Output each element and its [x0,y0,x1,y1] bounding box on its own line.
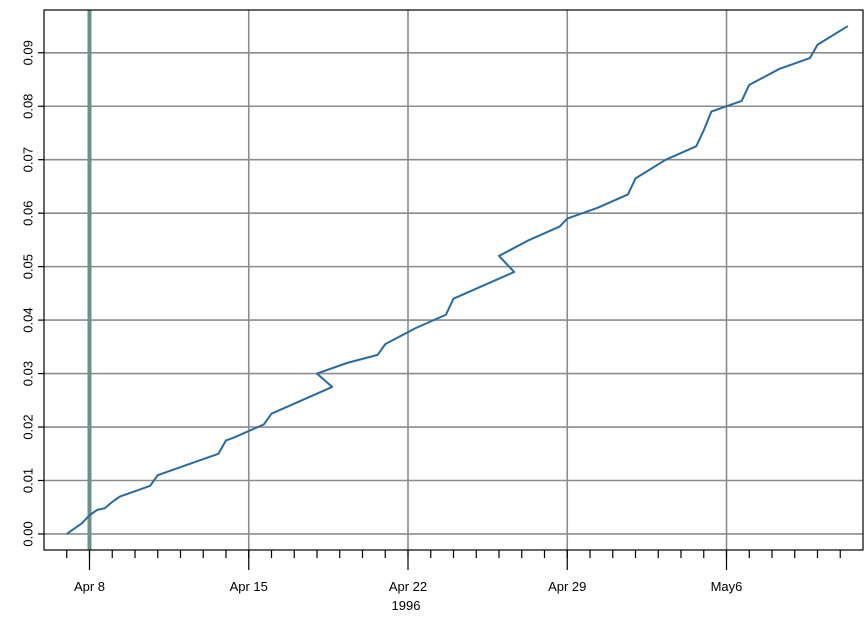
grid-layer [44,10,863,550]
y-tick-label-1: 0.01 [20,468,35,493]
y-tick-label-9: 0.09 [20,40,35,65]
y-tick-label-5: 0.05 [20,254,35,279]
y-tick-label-6: 0.06 [20,201,35,226]
x-tick-label-2: Apr 22 [389,579,427,594]
y-tick-label-3: 0.03 [20,361,35,386]
y-tick-label-0: 0.00 [20,521,35,546]
y-tick-label-8: 0.08 [20,94,35,119]
x-tick-label-4: May6 [711,579,743,594]
axis-layer: 0.00 0.01 0.02 0.03 0.04 0.05 0.06 0.07 0.08 0.09… [20,40,841,594]
y-tick-label-4: 0.04 [20,307,35,332]
x-tick-label-0: Apr 8 [74,579,105,594]
series-line-0 [66,25,849,535]
x-tick-label-3: Apr 29 [548,579,586,594]
series-layer [66,25,849,535]
y-tick-label-2: 0.02 [20,414,35,439]
x-tick-label-1: Apr 15 [230,579,268,594]
x-axis-title: 1996 [392,598,421,613]
y-tick-label-7: 0.07 [20,147,35,172]
plot-frame [43,9,864,551]
